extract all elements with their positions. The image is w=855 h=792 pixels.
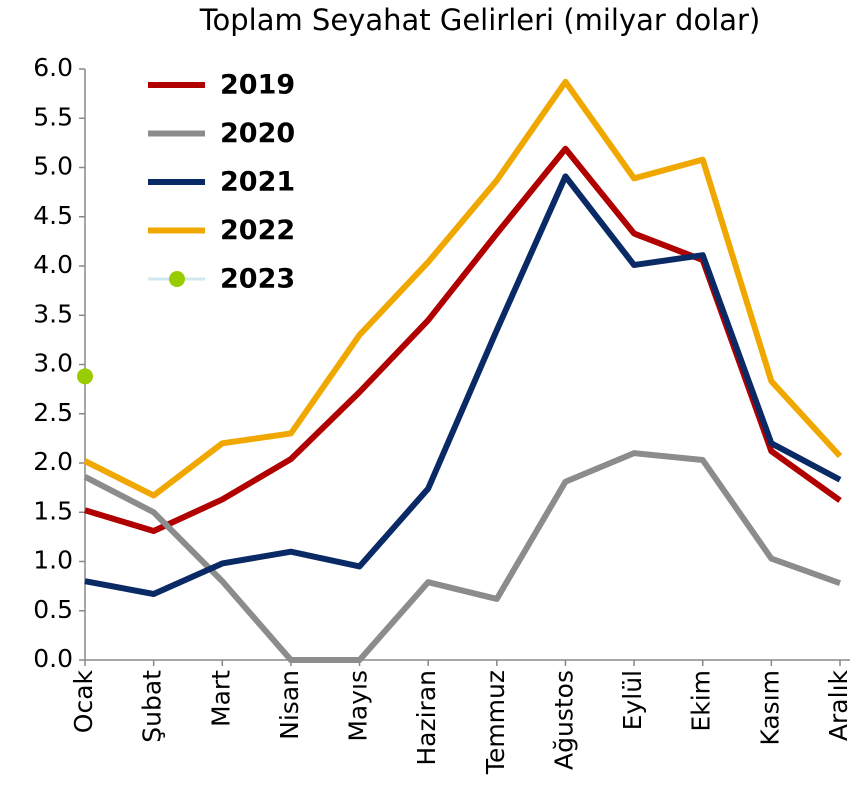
legend-label: 2019 [220, 70, 295, 101]
y-tick-label: 0.5 [33, 595, 73, 624]
x-tick-label: Ocak [69, 669, 98, 733]
y-tick-label: 3.5 [33, 299, 73, 328]
chart-title: Toplam Seyahat Gelirleri (milyar dolar) [199, 3, 761, 37]
x-tick-label: Eylül [618, 670, 647, 730]
y-tick-label: 4.0 [33, 250, 73, 279]
legend-label: 2020 [220, 118, 295, 149]
line [84, 173, 842, 598]
y-tick-label: 3.0 [33, 349, 73, 378]
x-tick-label: Haziran [412, 670, 441, 766]
y-tick-label: 6.0 [33, 53, 73, 82]
x-tick-label: Şubat [138, 670, 167, 743]
x-tick-label: Temmuz [481, 670, 510, 775]
x-tick-label: Nisan [275, 670, 304, 740]
y-tick-label: 2.0 [33, 447, 73, 476]
y-tick-label: 4.5 [33, 201, 73, 230]
x-tick-label: Mart [206, 670, 235, 727]
x-tick-label: Ekim [687, 670, 716, 732]
y-tick-label: 0.0 [33, 644, 73, 673]
point [77, 368, 93, 385]
legend-label: 2022 [220, 215, 295, 246]
y-tick-label: 1.5 [33, 496, 73, 525]
x-tick-label: Ağustos [549, 670, 578, 770]
y-tick-label: 5.5 [33, 102, 73, 131]
legend-swatch [169, 271, 185, 287]
legend-label: 2023 [220, 264, 295, 295]
line [84, 145, 842, 534]
line [83, 450, 842, 663]
y-tick-label: 5.0 [33, 152, 73, 181]
x-tick-label: Kasım [755, 670, 784, 746]
y-tick-label: 2.5 [33, 398, 73, 427]
x-tick-label: Aralık [824, 669, 853, 741]
line [83, 78, 843, 499]
legend-label: 2021 [220, 167, 295, 198]
x-tick-label: Mayıs [344, 670, 373, 742]
y-tick-label: 1.0 [33, 546, 73, 575]
